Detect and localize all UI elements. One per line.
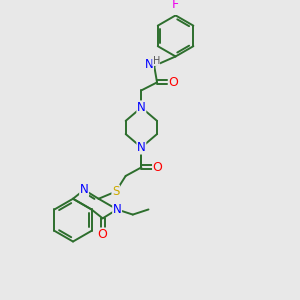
Text: N: N xyxy=(137,101,146,114)
Text: N: N xyxy=(137,141,146,154)
Text: N: N xyxy=(113,203,122,216)
Text: O: O xyxy=(168,76,178,89)
Text: F: F xyxy=(172,0,179,11)
Text: O: O xyxy=(153,161,163,174)
Text: O: O xyxy=(98,228,108,241)
Text: N: N xyxy=(80,183,88,196)
Text: H: H xyxy=(152,56,160,66)
Text: S: S xyxy=(112,185,119,198)
Text: N: N xyxy=(145,58,153,71)
